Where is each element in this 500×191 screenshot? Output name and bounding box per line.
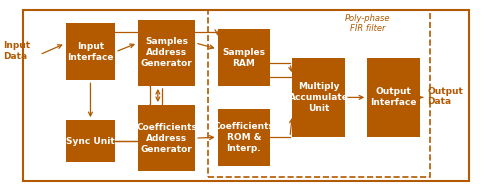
- Bar: [218, 29, 270, 86]
- Text: Output
Interface: Output Interface: [370, 87, 416, 108]
- Text: Coefficients
Address
Generator: Coefficients Address Generator: [136, 123, 197, 154]
- Bar: [23, 10, 469, 181]
- Text: Sync Unit: Sync Unit: [66, 137, 115, 146]
- Text: Multiply
Accumulate
Unit: Multiply Accumulate Unit: [288, 82, 348, 113]
- Text: Coefficients
ROM &
Interp.: Coefficients ROM & Interp.: [214, 122, 274, 153]
- Bar: [138, 20, 195, 86]
- Bar: [292, 57, 344, 137]
- Bar: [66, 120, 116, 162]
- Bar: [218, 109, 270, 166]
- Text: Samples
Address
Generator: Samples Address Generator: [140, 37, 192, 68]
- Bar: [367, 57, 420, 137]
- Bar: [138, 105, 195, 171]
- Text: Input
Data: Input Data: [3, 41, 30, 61]
- Bar: [208, 10, 430, 177]
- Bar: [66, 23, 116, 80]
- Text: Samples
RAM: Samples RAM: [222, 48, 266, 68]
- Text: Output
Data: Output Data: [427, 87, 463, 106]
- Text: Poly-phase
FIR filter: Poly-phase FIR filter: [344, 14, 390, 33]
- Text: Input
Interface: Input Interface: [67, 42, 114, 62]
